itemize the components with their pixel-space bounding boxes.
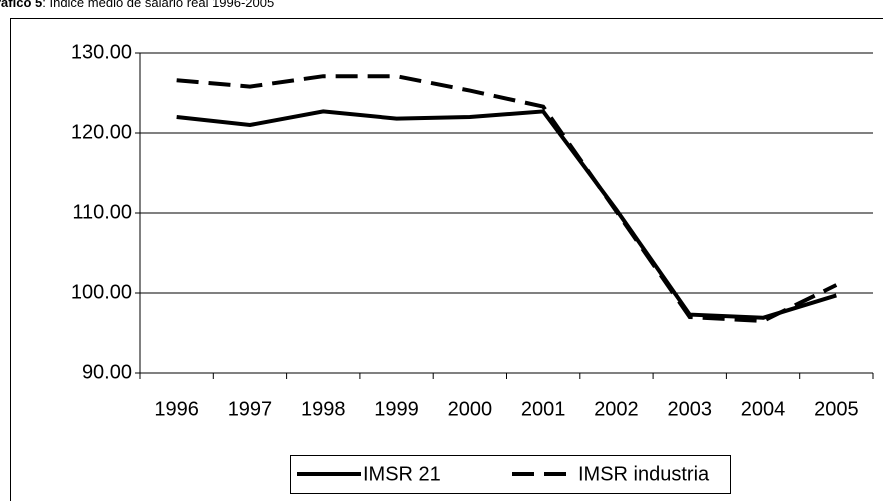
x-tick-label: 2003 <box>668 398 713 420</box>
y-tick-label: 100.00 <box>71 281 132 303</box>
x-tick-label: 2002 <box>594 398 639 420</box>
x-tick-label: 2004 <box>741 398 786 420</box>
x-tick-label: 2000 <box>448 398 493 420</box>
x-tick-label: 1997 <box>228 398 273 420</box>
y-tick-label: 110.00 <box>72 201 132 223</box>
x-tick-label: 1999 <box>374 398 419 420</box>
y-tick-label: 130.00 <box>71 41 132 63</box>
chart-frame <box>10 18 883 501</box>
legend-label: IMSR 21 <box>363 463 441 485</box>
x-tick-label: 2005 <box>814 398 859 420</box>
chart-title: ráfico 5: Índice medio de salario real 1… <box>0 0 274 10</box>
x-tick-label: 1998 <box>301 398 346 420</box>
y-tick-label: 90.00 <box>82 361 132 383</box>
y-tick-label: 120.00 <box>71 121 132 143</box>
series-line <box>176 74 838 324</box>
legend-box <box>290 455 731 494</box>
x-tick-label: 1996 <box>154 398 199 420</box>
title-text: : Índice medio de salario real 1996-2005 <box>42 0 274 10</box>
title-prefix: ráfico 5 <box>0 0 42 10</box>
x-tick-label: 2001 <box>521 398 566 420</box>
series-line <box>176 109 837 320</box>
legend-label: IMSR industria <box>578 463 710 485</box>
